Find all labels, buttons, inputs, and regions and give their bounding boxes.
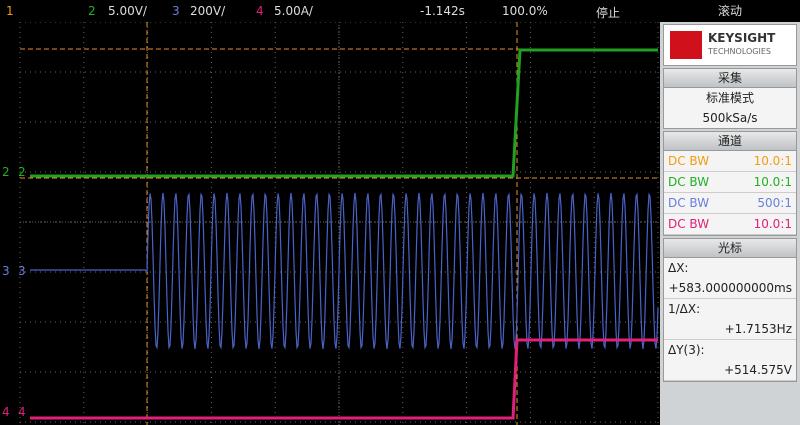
inv-value: +1.7153Hz bbox=[664, 319, 796, 340]
zoom[interactable]: 100.0% bbox=[502, 4, 548, 18]
grid bbox=[19, 22, 659, 425]
logo: KEYSIGHT TECHNOLOGIES bbox=[663, 24, 797, 66]
acquire-title: 采集 bbox=[664, 69, 796, 88]
probe-ratio: 10.0:1 bbox=[753, 154, 792, 168]
acquire-box[interactable]: 采集 标准模式 500kSa/s bbox=[663, 68, 797, 129]
ch2-trace bbox=[30, 48, 658, 178]
probe-ratio: 10.0:1 bbox=[753, 217, 792, 231]
ch2-scale[interactable]: 5.00V/ bbox=[108, 4, 147, 18]
coupling: DC BW bbox=[668, 154, 710, 168]
ch4-marker-tag: 4 bbox=[18, 405, 26, 419]
dx-label: ΔX: bbox=[668, 261, 689, 275]
ch2-label[interactable]: 2 bbox=[88, 4, 96, 18]
logo-mark bbox=[670, 31, 702, 59]
ch3-trace bbox=[30, 192, 659, 350]
sample-rate: 500kSa/s bbox=[702, 111, 758, 125]
brand-sub: TECHNOLOGIES bbox=[708, 47, 771, 56]
probe-ratio: 10.0:1 bbox=[753, 175, 792, 189]
ch3-marker: 3 bbox=[2, 264, 10, 278]
dy-label: ΔY(3): bbox=[668, 343, 705, 357]
dx-value: +583.000000000ms bbox=[664, 278, 796, 299]
channel-box[interactable]: 通道 DC BW 10.0:1 DC BW 10.0:1 DC BW 500:1 DC BW… bbox=[663, 131, 797, 236]
screen-bg bbox=[0, 22, 660, 425]
time-offset[interactable]: -1.142s bbox=[420, 4, 465, 18]
brand: KEYSIGHT bbox=[708, 31, 776, 45]
side-panel: 滚动 KEYSIGHT TECHNOLOGIES 采集 标准模式 500kSa/… bbox=[660, 0, 800, 425]
mode-label[interactable]: 滚动 bbox=[660, 0, 800, 22]
channel-row[interactable]: DC BW 500:1 bbox=[664, 193, 796, 214]
run-state[interactable]: 停止 bbox=[596, 6, 621, 20]
channel-title: 通道 bbox=[664, 132, 796, 151]
scope-screen: 2 2 3 3 4 4 bbox=[0, 22, 660, 425]
ch2-marker-tag: 2 bbox=[18, 165, 26, 179]
coupling: DC BW bbox=[668, 217, 710, 231]
inv-label: 1/ΔX: bbox=[668, 302, 701, 316]
ch1-label: 1 bbox=[6, 4, 14, 18]
ch3-marker-tag: 3 bbox=[18, 264, 26, 278]
ch2-marker: 2 bbox=[2, 165, 10, 179]
cursor-box[interactable]: 光标 ΔX: +583.000000000ms 1/ΔX: +1.7153Hz … bbox=[663, 238, 797, 382]
ch4-trace bbox=[30, 338, 658, 420]
coupling: DC BW bbox=[668, 196, 710, 210]
ch4-marker: 4 bbox=[2, 405, 10, 419]
ch3-label[interactable]: 3 bbox=[172, 4, 180, 18]
acquire-mode: 标准模式 bbox=[705, 91, 754, 105]
coupling: DC BW bbox=[668, 175, 710, 189]
channel-row[interactable]: DC BW 10.0:1 bbox=[664, 172, 796, 193]
status-bar: 1 2 5.00V/ 3 200V/ 4 5.00A/ -1.142s 100.… bbox=[0, 0, 660, 22]
channel-row[interactable]: DC BW 10.0:1 bbox=[664, 151, 796, 172]
ch4-label[interactable]: 4 bbox=[256, 4, 264, 18]
cursor-title: 光标 bbox=[664, 239, 796, 258]
channel-row[interactable]: DC BW 10.0:1 bbox=[664, 214, 796, 235]
probe-ratio: 500:1 bbox=[757, 196, 792, 210]
ch3-scale[interactable]: 200V/ bbox=[190, 4, 226, 18]
channel-rows: DC BW 10.0:1 DC BW 10.0:1 DC BW 500:1 DC BW 10.… bbox=[664, 151, 796, 235]
ch4-scale[interactable]: 5.00A/ bbox=[274, 4, 313, 18]
dy-value: +514.575V bbox=[664, 360, 796, 381]
